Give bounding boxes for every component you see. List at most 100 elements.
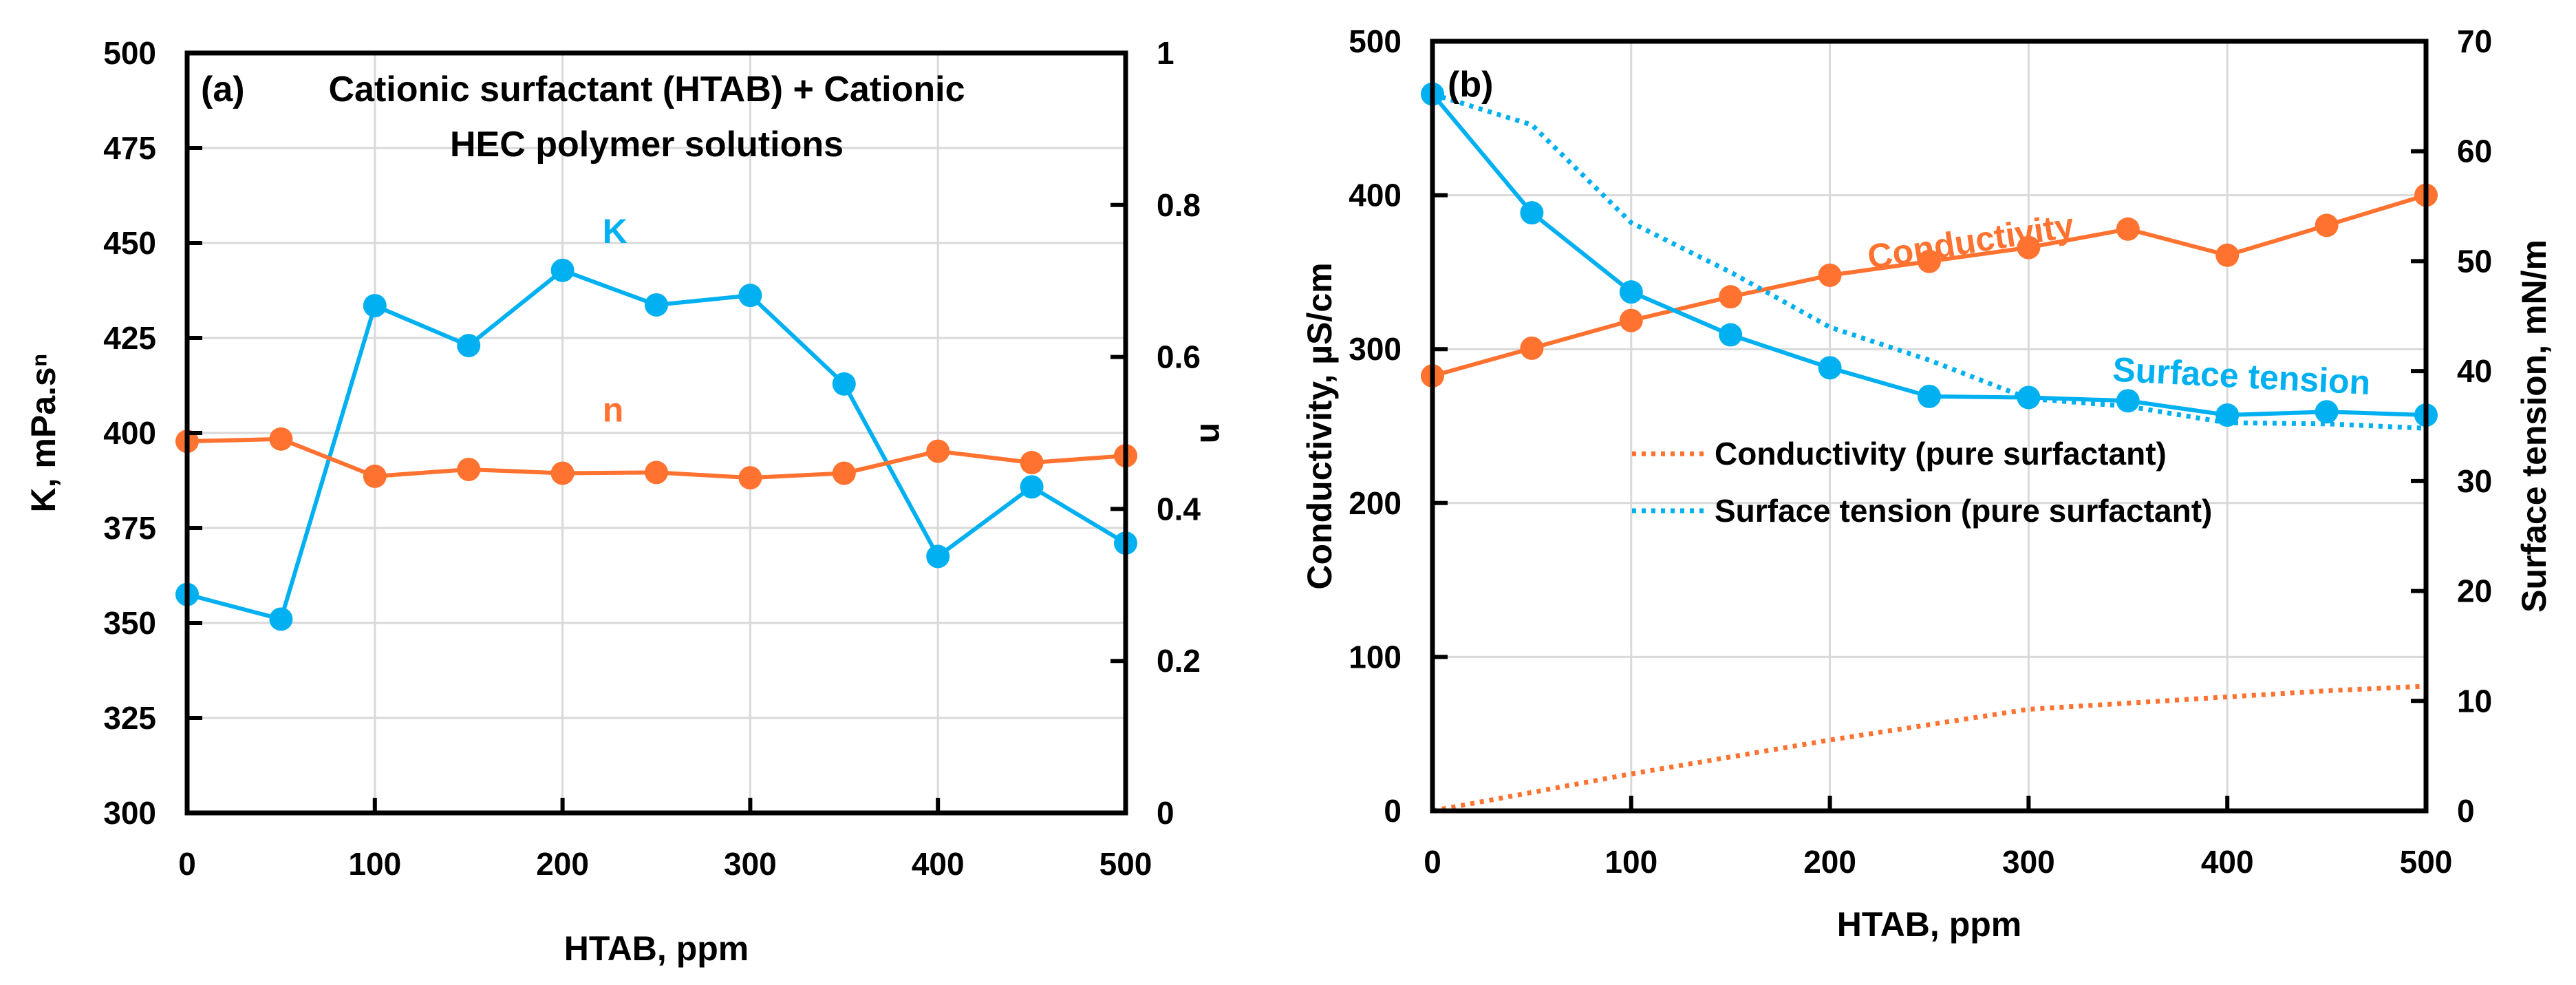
x-axis-label: HTAB, ppm	[1837, 905, 2021, 944]
data-point-conductivity	[2017, 235, 2041, 260]
data-point-n	[363, 464, 387, 488]
y-tick-label: 100	[1349, 639, 1402, 675]
y-tick-label: 475	[103, 130, 156, 166]
y2-tick-label: 0.4	[1157, 491, 1201, 527]
y2-tick-label: 0	[1157, 795, 1174, 831]
series-label-k: K	[603, 212, 627, 251]
data-point-conductivity	[1619, 308, 1643, 332]
panel-label: (b)	[1448, 65, 1493, 105]
y2-tick-label: 1	[1157, 35, 1174, 71]
data-point-n	[926, 439, 950, 463]
data-point-k	[926, 544, 950, 569]
y2-tick-label: 60	[2457, 134, 2492, 169]
y-tick-label: 0	[1384, 793, 1402, 829]
y-tick-label: 500	[103, 35, 156, 71]
y-tick-label: 300	[1349, 331, 1402, 367]
panel-label: (a)	[201, 70, 245, 109]
data-point-surface-tension	[1520, 201, 1544, 225]
y2-tick-label: 40	[2457, 353, 2492, 389]
data-point-surface-tension	[2315, 400, 2339, 424]
y2-tick-label: 0.8	[1157, 187, 1201, 223]
data-point-n	[457, 457, 481, 481]
y2-tick-label: 20	[2457, 573, 2492, 609]
grid-lines	[187, 53, 1126, 813]
chart-title-line-2: HEC polymer solutions	[450, 125, 844, 165]
data-point-conductivity	[2315, 213, 2339, 237]
data-point-n	[738, 466, 762, 490]
data-point-k	[457, 334, 481, 358]
x-tick-label: 0	[178, 846, 196, 882]
chart-title-line-1: Cationic surfactant (HTAB) + Cationic	[328, 70, 965, 109]
y-axis-label: Conductivity, µS/cm	[1300, 262, 1339, 589]
y2-tick-label: 70	[2457, 23, 2492, 59]
data-point-surface-tension	[1719, 323, 1743, 347]
x-tick-label: 200	[1803, 844, 1856, 880]
y-axis-label: K, mPa.sⁿ	[24, 353, 63, 512]
x-tick-label: 500	[2400, 844, 2453, 880]
x-tick-label: 0	[1424, 844, 1441, 880]
data-point-k	[832, 372, 856, 396]
data-point-conductivity	[1918, 249, 1941, 273]
x-tick-label: 100	[1604, 844, 1657, 880]
data-point-surface-tension	[2116, 389, 2140, 413]
panel-a: 0 100 200 300 400 500 300 325 350 375 400 425 450 475…	[24, 35, 1232, 968]
y2-tick-label: 0.2	[1157, 643, 1201, 679]
ticks: 0 100 200 300 400 500 300 325 350 375 400 425 450 475…	[103, 35, 1201, 882]
y-tick-label: 425	[103, 320, 156, 356]
data-point-conductivity	[1719, 285, 1743, 309]
x-tick-label: 400	[912, 846, 965, 882]
x-tick-label: 400	[2201, 844, 2254, 880]
y2-tick-label: 50	[2457, 243, 2492, 279]
y-tick-label: 400	[1349, 178, 1402, 213]
data-point-conductivity	[2215, 243, 2240, 267]
ticks: 0 100 200 300 400 500010020030040050001020304…	[1349, 23, 2492, 880]
data-point-n	[645, 460, 668, 485]
data-point-k	[269, 607, 293, 631]
series-line-k	[186, 268, 1127, 622]
legend-entry-conductivity-pure: Conductivity (pure surfactant)	[1715, 436, 2167, 472]
y-tick-label: 400	[103, 415, 156, 451]
data-point-k	[1020, 475, 1044, 499]
y-tick-label: 350	[103, 605, 156, 641]
y2-tick-label: 0.6	[1157, 339, 1201, 375]
data-point-conductivity	[1520, 336, 1544, 360]
y2-tick-label: 0	[2457, 793, 2475, 829]
data-point-k	[363, 294, 387, 318]
data-point-surface-tension	[1619, 280, 1643, 304]
series-label-surface-tension: Surface tension	[2112, 350, 2372, 403]
y-tick-label: 500	[1349, 23, 1402, 59]
data-point-n	[550, 461, 575, 485]
legend-entry-surface-tension-pure: Surface tension (pure surfactant)	[1715, 493, 2212, 529]
series-label-n: n	[603, 390, 624, 429]
data-point-surface-tension	[1918, 384, 1941, 408]
data-point-surface-tension	[1818, 356, 1842, 380]
plot-frame	[1430, 39, 2429, 814]
y2-axis-label: n	[1193, 423, 1232, 444]
series-layer	[175, 258, 1137, 631]
x-tick-label: 300	[2002, 844, 2055, 880]
data-point-n	[832, 461, 856, 485]
data-point-k	[738, 284, 762, 308]
y-tick-label: 450	[103, 225, 156, 261]
series-line-conductivity-pure-surfactant	[1432, 684, 2427, 814]
data-point-k	[550, 258, 575, 282]
y-tick-label: 325	[103, 700, 156, 736]
x-axis-label: HTAB, ppm	[564, 929, 749, 968]
x-tick-label: 500	[1099, 846, 1152, 882]
data-point-conductivity	[2116, 217, 2140, 241]
panel-b: 0 100 200 300 400 500010020030040050001020304…	[1300, 23, 2553, 944]
data-point-conductivity	[1818, 263, 1842, 287]
y2-tick-label: 10	[2457, 683, 2492, 719]
data-point-surface-tension	[2215, 403, 2240, 427]
data-point-n	[269, 427, 293, 451]
data-point-k	[645, 293, 668, 317]
x-tick-label: 100	[348, 846, 401, 882]
y-tick-label: 300	[103, 795, 156, 831]
y-tick-label: 200	[1349, 485, 1402, 521]
series-label-conductivity: Conductivity	[1865, 206, 2076, 277]
y2-tick-label: 30	[2457, 463, 2492, 499]
x-tick-label: 300	[724, 846, 777, 882]
grid-lines	[1432, 41, 2426, 811]
legend: Conductivity (pure surfactant) Surface t…	[1632, 436, 2212, 529]
